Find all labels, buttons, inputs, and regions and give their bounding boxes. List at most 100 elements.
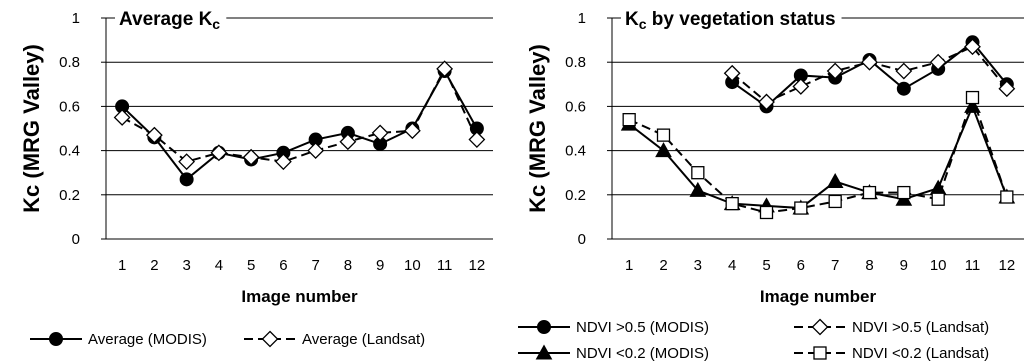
data-point xyxy=(403,122,421,140)
series-3 xyxy=(620,97,1016,215)
data-point xyxy=(655,142,672,158)
data-point xyxy=(929,53,947,71)
legend-marker xyxy=(49,332,63,346)
legend: NDVI >0.5 (MODIS) NDVI >0.5 (Landsat) NDVI… xyxy=(518,318,989,362)
data-point xyxy=(468,131,486,148)
x-tick-label: 7 xyxy=(831,257,839,274)
data-point xyxy=(895,62,913,80)
y-tick-label: 0.6 xyxy=(565,98,586,115)
data-point xyxy=(1000,190,1014,204)
series-1 xyxy=(115,64,484,187)
data-point xyxy=(828,194,842,209)
y-axis-label: Kc (MRG Valley) xyxy=(525,44,550,213)
data-point xyxy=(792,78,810,95)
x-tick-label: 4 xyxy=(215,257,223,274)
series-line xyxy=(121,66,478,163)
data-point xyxy=(896,81,911,96)
data-point xyxy=(179,172,194,187)
x-tick-label: 4 xyxy=(728,257,736,274)
x-tick-label: 10 xyxy=(404,257,421,274)
legend-label: Average (MODIS) xyxy=(88,331,207,348)
legend-marker xyxy=(537,320,551,334)
data-point xyxy=(931,192,945,206)
data-point xyxy=(339,133,357,151)
y-tick-label: 0.8 xyxy=(59,54,80,71)
x-tick-label: 5 xyxy=(762,257,770,274)
series-line xyxy=(121,68,478,181)
data-point xyxy=(210,144,228,162)
data-point xyxy=(113,109,131,126)
x-tick-label: 10 xyxy=(930,257,947,274)
data-point xyxy=(725,196,739,211)
data-point xyxy=(656,128,671,142)
series-2 xyxy=(723,38,1016,111)
data-point xyxy=(794,201,808,215)
legend: Average (MODIS) Average (Landsat) xyxy=(30,330,425,348)
y-tick-label: 0.8 xyxy=(565,54,586,71)
x-tick-label: 7 xyxy=(311,257,319,274)
series-2 xyxy=(113,60,486,171)
legend-item: NDVI <0.2 (Landsat) xyxy=(794,345,989,362)
x-tick-label: 9 xyxy=(900,257,908,274)
x-tick-label: 12 xyxy=(469,257,486,274)
x-axis-label: Image number xyxy=(241,287,358,306)
legend-item: NDVI >0.5 (MODIS) xyxy=(518,319,709,336)
data-point xyxy=(862,185,877,200)
legend-item: Average (MODIS) xyxy=(30,331,207,348)
legend-item: NDVI <0.2 (MODIS) xyxy=(518,344,709,362)
data-point xyxy=(723,64,741,82)
x-tick-label: 9 xyxy=(376,257,384,274)
legend-label: NDVI <0.2 (MODIS) xyxy=(576,345,709,362)
data-point xyxy=(178,153,196,171)
data-point xyxy=(759,205,774,220)
x-tick-label: 1 xyxy=(118,257,126,274)
title-background xyxy=(621,2,842,30)
data-point xyxy=(826,62,844,80)
data-point xyxy=(689,181,707,197)
title-background xyxy=(115,2,227,30)
data-point xyxy=(691,166,705,180)
legend-label: NDVI <0.2 (Landsat) xyxy=(852,345,989,362)
x-tick-label: 2 xyxy=(659,257,667,274)
data-point xyxy=(929,179,947,195)
chart-title: Kc by vegetation status xyxy=(625,9,836,32)
x-tick-label: 8 xyxy=(865,257,873,274)
legend-marker xyxy=(813,346,827,360)
data-point xyxy=(274,153,292,171)
x-tick-label: 6 xyxy=(797,257,805,274)
x-tick-label: 11 xyxy=(965,257,981,274)
x-tick-label: 1 xyxy=(625,257,633,274)
y-tick-label: 0.2 xyxy=(565,187,586,204)
series-line xyxy=(628,103,1008,210)
y-tick-label: 0 xyxy=(578,231,586,248)
data-point xyxy=(897,185,911,200)
data-point xyxy=(826,173,844,189)
data-point xyxy=(861,53,878,71)
y-tick-label: 0.4 xyxy=(59,143,80,160)
data-point xyxy=(964,38,981,56)
y-tick-label: 1 xyxy=(72,10,80,27)
x-tick-label: 3 xyxy=(694,257,702,274)
chart-title: Average Kc xyxy=(119,9,220,32)
y-tick-label: 0.4 xyxy=(565,143,586,160)
data-point xyxy=(436,60,454,78)
y-tick-label: 0.6 xyxy=(59,98,80,115)
legend-marker xyxy=(261,330,279,348)
legend-marker xyxy=(535,344,553,360)
data-point xyxy=(145,126,163,144)
x-tick-label: 2 xyxy=(150,257,158,274)
y-axis-label: Kc (MRG Valley) xyxy=(19,44,44,213)
series-4 xyxy=(622,90,1014,220)
data-point xyxy=(371,124,389,142)
legend-marker xyxy=(811,318,829,336)
legend-item: NDVI >0.5 (Landsat) xyxy=(794,318,989,336)
data-point xyxy=(998,80,1016,98)
x-tick-label: 11 xyxy=(437,257,453,274)
data-point xyxy=(758,93,775,111)
legend-label: NDVI >0.5 (MODIS) xyxy=(576,319,709,336)
data-point xyxy=(307,142,325,160)
x-tick-label: 8 xyxy=(344,257,352,274)
